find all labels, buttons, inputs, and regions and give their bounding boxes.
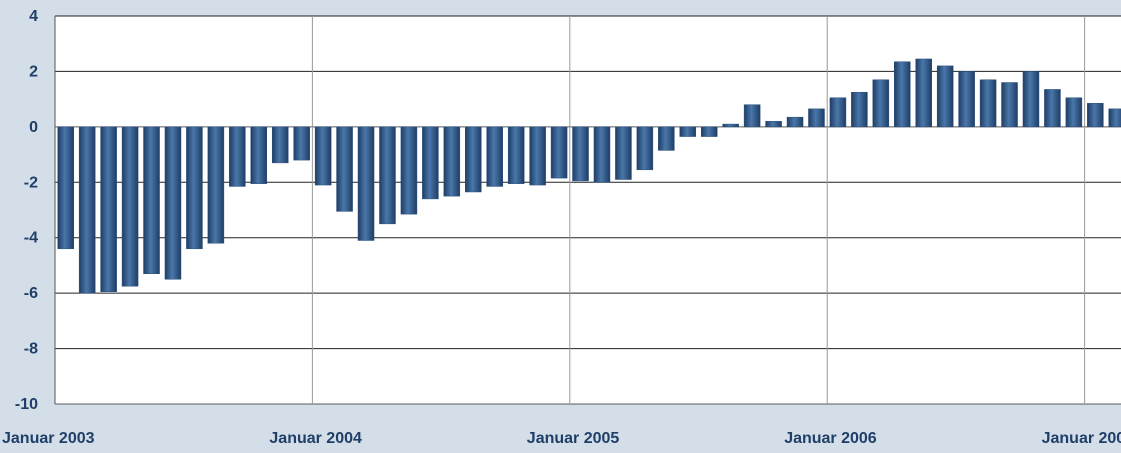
x-axis-tick-labels: Januar 2003 Januar 2004 Januar 2005 Januar … bbox=[2, 430, 1121, 447]
bar bbox=[958, 71, 975, 128]
bar bbox=[400, 126, 418, 215]
bar bbox=[743, 104, 761, 128]
bar bbox=[465, 126, 482, 193]
y-tick-label: -6 bbox=[24, 285, 38, 302]
x-tick-label: Januar 2003 bbox=[2, 430, 95, 447]
bar bbox=[765, 121, 782, 128]
y-tick-label: -8 bbox=[24, 341, 38, 358]
bar bbox=[314, 126, 332, 186]
bar bbox=[550, 126, 568, 179]
x-tick-label: Januar 2004 bbox=[269, 430, 362, 447]
bar bbox=[1001, 82, 1018, 128]
bar bbox=[936, 65, 954, 128]
bar bbox=[507, 126, 525, 184]
bar bbox=[186, 126, 203, 250]
bar bbox=[786, 116, 804, 128]
bar bbox=[658, 126, 675, 151]
bar bbox=[915, 58, 932, 128]
bar bbox=[1044, 89, 1061, 128]
y-tick-label: 2 bbox=[29, 63, 38, 80]
y-tick-label: -2 bbox=[24, 174, 38, 191]
bar bbox=[357, 126, 375, 241]
bar bbox=[164, 126, 182, 280]
x-tick-label: Januar 2007 bbox=[1042, 430, 1121, 447]
bar bbox=[121, 126, 139, 287]
x-tick-label: Januar 2005 bbox=[527, 430, 620, 447]
bar bbox=[422, 126, 439, 200]
y-tick-label: -4 bbox=[24, 230, 38, 247]
bar bbox=[1108, 108, 1121, 128]
bar bbox=[379, 126, 396, 225]
bar bbox=[293, 126, 310, 161]
bar bbox=[100, 126, 117, 293]
bar bbox=[979, 79, 997, 128]
y-tick-label: 4 bbox=[29, 8, 38, 25]
bar bbox=[336, 126, 353, 212]
bar bbox=[1022, 71, 1040, 128]
bar bbox=[808, 108, 825, 128]
bar bbox=[443, 126, 461, 197]
bar bbox=[700, 126, 718, 137]
bar bbox=[851, 91, 868, 128]
bar bbox=[636, 126, 654, 171]
bar bbox=[143, 126, 160, 274]
bar bbox=[722, 123, 739, 128]
bar bbox=[486, 126, 503, 187]
bar bbox=[229, 126, 246, 187]
bar bbox=[78, 126, 96, 294]
bar bbox=[57, 126, 74, 250]
y-tick-label: -10 bbox=[15, 396, 38, 413]
bar bbox=[894, 61, 911, 128]
y-axis-tick-labels: -10 -8 -6 -4 -2 0 2 4 bbox=[15, 8, 38, 413]
bar bbox=[250, 126, 268, 184]
bar bbox=[529, 126, 546, 186]
bar bbox=[572, 126, 589, 182]
bar bbox=[207, 126, 225, 244]
bar bbox=[872, 79, 890, 128]
bar bbox=[829, 97, 847, 128]
bar bbox=[615, 126, 632, 180]
bar bbox=[1065, 97, 1083, 128]
x-tick-label: Januar 2006 bbox=[784, 430, 877, 447]
bar bbox=[1087, 103, 1104, 128]
y-tick-label: 0 bbox=[29, 119, 38, 136]
bar bbox=[271, 126, 289, 164]
bars bbox=[57, 58, 1121, 294]
bar bbox=[679, 126, 697, 137]
bar bbox=[593, 126, 611, 183]
